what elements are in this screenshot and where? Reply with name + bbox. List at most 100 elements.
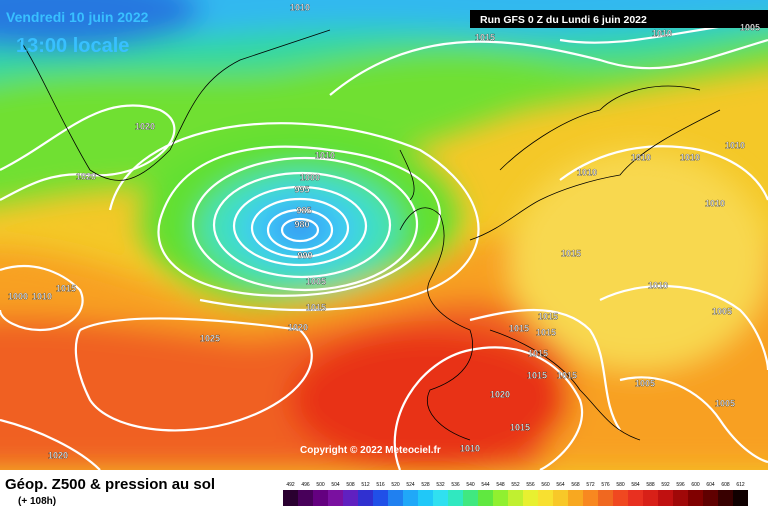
scale-label: 516: [376, 482, 385, 488]
isobar-label: 1010: [705, 198, 725, 208]
isobar-label: 1015: [509, 323, 529, 333]
scale-swatch: [463, 490, 478, 506]
scale-label: 580: [616, 482, 625, 488]
field: [0, 0, 768, 470]
scale-label: 560: [541, 482, 550, 488]
scale-label: 508: [346, 482, 355, 488]
isobar-label: 1020: [76, 171, 96, 181]
footer-lead: (+ 108h): [18, 496, 56, 507]
isobar-label: 1015: [536, 327, 556, 337]
scale-swatch: [523, 490, 538, 506]
scale-swatch: [403, 490, 418, 506]
scale-label: 540: [466, 482, 475, 488]
scale-swatch: [433, 490, 448, 506]
isobar-label: 1010: [631, 152, 651, 162]
isobar-label: 995: [294, 184, 309, 194]
isobar-label: 1010: [648, 280, 668, 290]
scale-label: 596: [676, 482, 685, 488]
isobar-label: 1015: [561, 248, 581, 258]
isobar-label: 985: [296, 205, 311, 215]
run-box: [470, 10, 768, 28]
scale-swatch: [658, 490, 673, 506]
scale-label: 568: [571, 482, 580, 488]
isobar-label: 1020: [288, 322, 308, 332]
isobar-label: 1015: [56, 283, 76, 293]
scale-label: 612: [736, 482, 745, 488]
coastlines: [19, 29, 721, 441]
scale-swatch: [538, 490, 553, 506]
run-label: Run GFS 0 Z du Lundi 6 juin 2022: [480, 14, 647, 26]
scale-label: 556: [526, 482, 535, 488]
forecast-time: 13:00 locale: [16, 35, 129, 57]
isobar-label: 1005: [715, 398, 735, 408]
scale-swatch: [688, 490, 703, 506]
isobar-label: 1005: [306, 276, 326, 286]
isobar-label: 1020: [135, 121, 155, 131]
isobar-label: 1005: [712, 306, 732, 316]
isobar-label: 1015: [538, 311, 558, 321]
isobar-label: 1020: [490, 389, 510, 399]
scale-label: 500: [316, 482, 325, 488]
scale-label: 524: [406, 482, 415, 488]
scale-label: 592: [661, 482, 670, 488]
isobar-label: 1000: [8, 291, 28, 301]
scale-label: 520: [391, 482, 400, 488]
isobar-label: 1010: [652, 28, 672, 38]
scale-label: 532: [436, 482, 445, 488]
footer-title: Géop. Z500 & pression au sol: [5, 476, 215, 493]
scale-label: 572: [586, 482, 595, 488]
scale-label: 576: [601, 482, 610, 488]
scale-swatch: [583, 490, 598, 506]
scale-swatch: [718, 490, 733, 506]
isobar-label: 1010: [725, 140, 745, 150]
scale-swatch: [298, 490, 313, 506]
isobar-label: 980: [294, 219, 309, 229]
scale-swatch: [598, 490, 613, 506]
scale-swatch: [448, 490, 463, 506]
isobar-label: 1010: [460, 443, 480, 453]
scale-label: 588: [646, 482, 655, 488]
scale-swatch: [493, 490, 508, 506]
scale-swatch: [568, 490, 583, 506]
scale-swatch: [388, 490, 403, 506]
scale-label: 528: [421, 482, 430, 488]
scale-swatch: [628, 490, 643, 506]
isobar-label: 1000: [300, 172, 320, 182]
isobar-label: 1020: [48, 450, 68, 460]
isobar-label: 1015: [475, 32, 495, 42]
scale-label: 584: [631, 482, 640, 488]
scale-label: 492: [286, 482, 295, 488]
isobar-label: 1015: [306, 302, 326, 312]
scale-label: 496: [301, 482, 310, 488]
isobar-label: 1005: [740, 22, 760, 32]
isobar-label: 1010: [290, 2, 310, 12]
isobar-label: 1015: [557, 370, 577, 380]
scale-swatch: [418, 490, 433, 506]
scale-label: 512: [361, 482, 370, 488]
scale-swatch: [733, 490, 748, 506]
forecast-date: Vendredi 10 juin 2022: [6, 9, 149, 25]
scale-swatch: [373, 490, 388, 506]
scale-swatch: [553, 490, 568, 506]
scale-swatch: [328, 490, 343, 506]
scale-label: 608: [721, 482, 730, 488]
scale-swatch: [478, 490, 493, 506]
scale-swatch: [508, 490, 523, 506]
isobar-label: 1015: [527, 370, 547, 380]
isobar-label: 1005: [635, 378, 655, 388]
isobar-label: 1015: [510, 422, 530, 432]
scale-swatch: [673, 490, 688, 506]
isobar-label: 990: [297, 250, 312, 260]
isobar-label: 1010: [315, 150, 335, 160]
scale-label: 536: [451, 482, 460, 488]
isobar-label: 1010: [577, 167, 597, 177]
scale-label: 600: [691, 482, 700, 488]
scale-swatch: [703, 490, 718, 506]
scale-label: 564: [556, 482, 565, 488]
copyright: Copyright © 2022 Meteociel.fr: [300, 445, 441, 456]
scale-swatch: [643, 490, 658, 506]
isobar-label: 1010: [680, 152, 700, 162]
scale-swatch: [358, 490, 373, 506]
scale-label: 544: [481, 482, 490, 488]
